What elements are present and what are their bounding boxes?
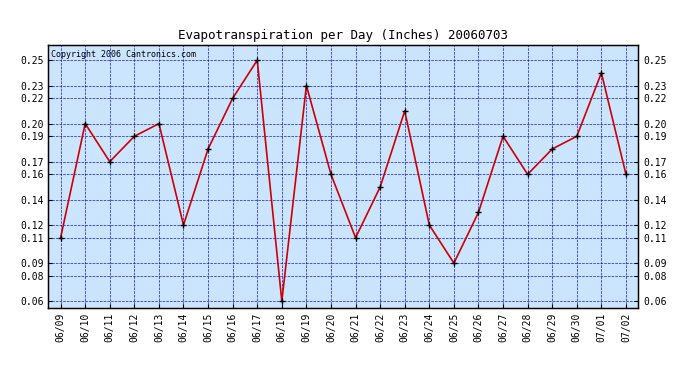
Title: Evapotranspiration per Day (Inches) 20060703: Evapotranspiration per Day (Inches) 2006… [178, 30, 509, 42]
Text: Copyright 2006 Cantronics.com: Copyright 2006 Cantronics.com [51, 50, 196, 59]
